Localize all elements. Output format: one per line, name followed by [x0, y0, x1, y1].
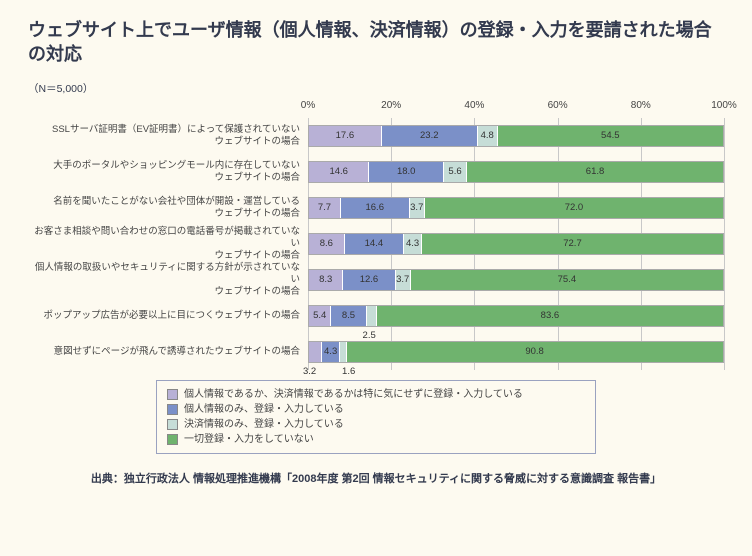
stacked-bar: 14.618.05.661.8 — [308, 161, 724, 183]
row-label: 名前を聞いたことがない会社や団体が開設・運営しているウェブサイトの場合 — [28, 190, 308, 226]
bar-segment-payment: 3.7 — [396, 270, 411, 290]
axis-tick: 40% — [464, 100, 484, 111]
bar-segment-none: 72.7 — [422, 234, 723, 254]
axis-tick: 20% — [381, 100, 401, 111]
legend-label: 決済情報のみ、登録・入力している — [184, 417, 344, 432]
page-title: ウェブサイト上でユーザ情報（個人情報、決済情報）の登録・入力を要請された場合の対… — [28, 18, 724, 67]
stacked-bar: 8.312.63.775.4 — [308, 269, 724, 291]
bar-segment-both: 8.3 — [309, 270, 343, 290]
stacked-bar: 8.614.44.372.7 — [308, 233, 724, 255]
legend-label: 一切登録・入力をしていない — [184, 432, 314, 447]
legend-label: 個人情報であるか、決済情報であるかは特に気にせずに登録・入力している — [184, 387, 523, 402]
bar-segment-personal: 18.0 — [369, 162, 444, 182]
axis-tick: 0% — [301, 100, 315, 111]
bar-segment-payment: 1.6 — [340, 342, 347, 362]
legend-swatch — [167, 419, 178, 430]
bar-segment-both: 3.2 — [309, 342, 322, 362]
bar-segment-none: 75.4 — [411, 270, 723, 290]
stacked-bar: 7.716.63.772.0 — [308, 197, 724, 219]
legend-item: 個人情報であるか、決済情報であるかは特に気にせずに登録・入力している — [167, 387, 585, 402]
legend-swatch — [167, 404, 178, 415]
stacked-bar: 3.24.31.690.8 — [308, 341, 724, 363]
x-axis: 0%20%40%60%80%100% — [308, 100, 724, 118]
bar-segment-none: 54.5 — [498, 126, 723, 146]
bar-segment-personal: 23.2 — [382, 126, 478, 146]
legend-swatch — [167, 389, 178, 400]
sample-size-label: （N＝5,000） — [28, 81, 724, 96]
bar-segment-personal: 14.4 — [345, 234, 405, 254]
bar-segment-personal: 12.6 — [343, 270, 395, 290]
stacked-bar: 5.48.52.583.6 — [308, 305, 724, 327]
bar-segment-none: 61.8 — [467, 162, 723, 182]
bar-segment-both: 14.6 — [309, 162, 369, 182]
bar-segment-both: 8.6 — [309, 234, 345, 254]
bar-segment-payment: 3.7 — [410, 198, 425, 218]
axis-tick: 100% — [711, 100, 737, 111]
row-label: 意図せずにページが飛んで誘導されたウェブサイトの場合 — [28, 334, 308, 370]
bar-segment-none: 72.0 — [425, 198, 723, 218]
bar-segment-personal: 8.5 — [331, 306, 366, 326]
row-label: ポップアップ広告が必要以上に目につくウェブサイトの場合 — [28, 298, 308, 334]
row-label: 個人情報の取扱いやセキュリティに関する方針が示されていないウェブサイトの場合 — [28, 262, 308, 298]
legend-item: 決済情報のみ、登録・入力している — [167, 417, 585, 432]
legend-swatch — [167, 434, 178, 445]
axis-tick: 60% — [548, 100, 568, 111]
bar-segment-payment: 2.5 — [367, 306, 377, 326]
bar-segment-both: 17.6 — [309, 126, 382, 146]
legend-item: 個人情報のみ、登録・入力している — [167, 402, 585, 417]
legend: 個人情報であるか、決済情報であるかは特に気にせずに登録・入力している個人情報のみ… — [156, 380, 596, 454]
bar-segment-payment: 4.3 — [404, 234, 422, 254]
stacked-bar: 17.623.24.854.5 — [308, 125, 724, 147]
legend-item: 一切登録・入力をしていない — [167, 432, 585, 447]
bar-segment-personal: 4.3 — [322, 342, 340, 362]
bar-segment-both: 7.7 — [309, 198, 341, 218]
row-label: 大手のポータルやショッピングモール内に存在していないウェブサイトの場合 — [28, 154, 308, 190]
bar-segment-payment: 5.6 — [444, 162, 467, 182]
chart-container: SSLサーバ証明書（EV証明書）によって保護されていないウェブサイトの場合大手の… — [28, 100, 724, 370]
bar-segment-none: 83.6 — [377, 306, 723, 326]
bar-segment-both: 5.4 — [309, 306, 331, 326]
row-label: お客さま相談や問い合わせの窓口の電話番号が掲載されていないウェブサイトの場合 — [28, 226, 308, 262]
axis-tick: 80% — [631, 100, 651, 111]
bar-segment-none: 90.8 — [347, 342, 723, 362]
row-label: SSLサーバ証明書（EV証明書）によって保護されていないウェブサイトの場合 — [28, 118, 308, 154]
source-citation: 出典：独立行政法人 情報処理推進機構「2008年度 第2回 情報セキュリティに関… — [28, 470, 724, 486]
legend-label: 個人情報のみ、登録・入力している — [184, 402, 344, 417]
bar-segment-payment: 4.8 — [478, 126, 498, 146]
plot-column: 0%20%40%60%80%100% 17.623.24.854.514.618… — [308, 100, 724, 370]
bar-segment-personal: 16.6 — [341, 198, 410, 218]
labels-column: SSLサーバ証明書（EV証明書）によって保護されていないウェブサイトの場合大手の… — [28, 100, 308, 370]
